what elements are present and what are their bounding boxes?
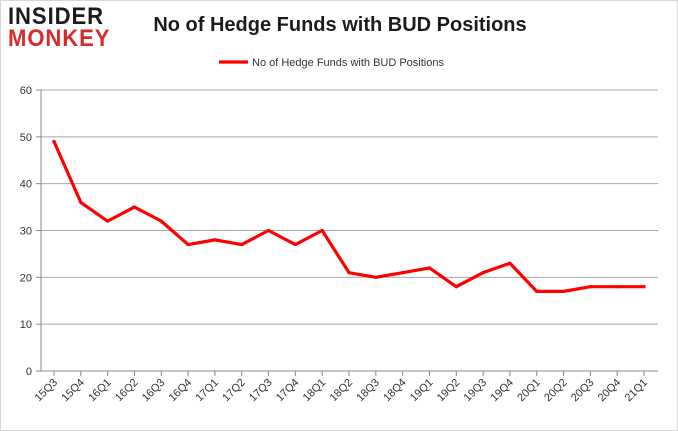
insider-monkey-logo: INSIDER MONKEY [8,3,130,54]
x-tick-label: 15Q4 [59,377,87,405]
data-point [347,271,351,275]
x-tick-label: 19Q3 [462,377,490,405]
data-point [320,228,324,233]
x-tick-label: 18Q2 [328,377,356,405]
y-tick-label: 20 [20,272,32,284]
x-tick-label: 16Q3 [140,377,168,405]
x-tick-label: 17Q4 [274,377,302,405]
x-tick-label: 20Q4 [596,377,624,405]
data-point [374,275,378,279]
x-tick-label: 20Q2 [542,377,570,405]
data-point [79,200,83,204]
x-tick-label: 20Q1 [515,377,543,405]
x-tick-label: 21Q1 [623,377,651,405]
y-tick-label: 40 [20,179,32,191]
data-point [132,205,137,209]
x-tick-label: 18Q4 [381,377,409,405]
data-point [266,228,271,233]
y-tick-labels: 0 10 20 30 40 50 60 [20,85,32,378]
data-point [615,285,619,289]
x-tick-label: 19Q4 [489,377,517,405]
data-point [481,271,485,275]
x-tick-label: 20Q3 [569,377,597,405]
series-line-0 [52,139,646,293]
x-tick-label: 17Q2 [220,377,248,405]
x-tick-label: 18Q3 [354,377,382,405]
y-tick-label: 10 [20,319,32,331]
gridlines [41,89,658,325]
data-point [588,285,592,289]
x-tick-label: 19Q2 [435,377,463,405]
x-tick-label: 19Q1 [408,377,436,405]
data-point [106,219,110,223]
x-tick-label: 17Q1 [194,377,222,405]
data-point [293,242,297,247]
y-tick-label: 60 [20,85,32,97]
data-point [454,285,458,289]
data-point [642,285,646,289]
data-point [52,139,56,144]
axes [36,89,658,376]
data-point [240,242,244,247]
x-tick-label: 18Q1 [301,377,329,405]
legend-label: No of Hedge Funds with BUD Positions [252,57,444,69]
data-point [401,271,405,275]
legend: No of Hedge Funds with BUD Positions [219,57,444,69]
data-point [427,266,432,270]
data-point [535,289,539,293]
chart-title: No of Hedge Funds with BUD Positions [153,14,527,36]
data-point [213,238,217,242]
x-tick-label: 16Q2 [113,377,141,405]
y-tick-label: 30 [20,226,32,238]
x-tick-label: 16Q1 [86,377,114,405]
x-tick-labels: 15Q3 15Q4 16Q1 16Q2 16Q3 16Q4 17Q1 17Q2 17Q3 17Q4… [33,377,651,405]
data-point [159,219,163,223]
data-point [186,242,190,247]
y-tick-label: 0 [26,366,32,378]
x-tick-label: 17Q3 [247,377,275,405]
y-tick-label: 50 [20,132,32,144]
logo-text-insider: INSIDER [8,3,105,30]
x-tick-label: 15Q3 [33,377,61,405]
logo-text-monkey: MONKEY [8,25,111,52]
data-point [508,261,512,265]
series-lines [52,139,646,293]
x-tick-label: 16Q4 [167,377,195,405]
data-point [561,289,566,293]
